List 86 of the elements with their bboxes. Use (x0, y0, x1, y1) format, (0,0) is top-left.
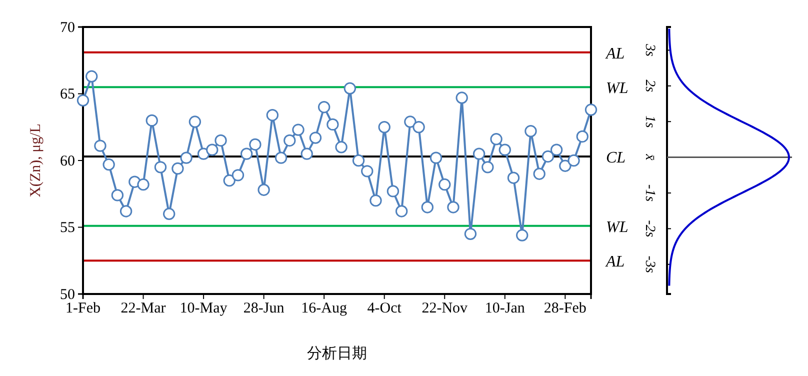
point (146, 114, 158, 127)
point (240, 148, 253, 160)
point (154, 161, 167, 174)
point (86, 70, 98, 82)
point (214, 134, 227, 147)
x-axis-title: 分析日期 (307, 345, 367, 362)
y2-tick-label: 2s (642, 80, 658, 93)
y-tick-label: 65 (60, 86, 75, 103)
point (172, 162, 184, 175)
point (456, 92, 468, 104)
x-tick-label: 4-Oct (367, 300, 402, 317)
ref-line-label: AL (605, 45, 625, 62)
y2-tick-label: 3s (642, 42, 658, 57)
point (533, 168, 546, 180)
x-tick-label: 22-Mar (120, 300, 166, 317)
x-tick-label: 28-Jun (243, 300, 285, 317)
point (309, 132, 322, 144)
point (318, 101, 330, 114)
ref-line-label: WL (606, 80, 628, 98)
point (584, 104, 598, 116)
point (188, 116, 202, 128)
ref-line-label: WL (606, 218, 628, 236)
point (137, 178, 150, 191)
point (490, 133, 502, 146)
x-tick-label: 10-Jan (484, 300, 526, 317)
y2-tick-label: -3s (642, 256, 658, 274)
point (542, 150, 554, 163)
point (344, 82, 356, 94)
point (370, 194, 382, 207)
point (102, 158, 115, 171)
point (163, 208, 176, 220)
y2-tick-label: 1s (642, 115, 658, 128)
point (76, 94, 90, 107)
x-tick-label: 10-May (180, 300, 228, 317)
point (404, 116, 416, 128)
point (524, 125, 537, 138)
point (550, 144, 563, 156)
point (430, 152, 442, 164)
point (258, 184, 270, 196)
point (576, 130, 588, 143)
point (180, 152, 192, 164)
point (447, 201, 460, 214)
point (438, 178, 451, 191)
point (111, 189, 124, 202)
y-tick-label: 70 (60, 20, 75, 36)
point (326, 118, 339, 131)
point (386, 185, 400, 198)
point (284, 134, 296, 147)
point (378, 121, 390, 134)
point (266, 109, 279, 122)
point (352, 154, 365, 167)
point (206, 144, 218, 156)
point (482, 161, 494, 174)
x-tick-label: 1-Feb (66, 300, 100, 317)
point (223, 174, 236, 187)
y2-tick-label: -2s (642, 220, 658, 238)
point (498, 144, 511, 156)
point (249, 138, 262, 151)
point (335, 141, 348, 154)
y-tick-label: 55 (60, 220, 75, 236)
ref-line-label: AL (605, 254, 625, 271)
point (472, 148, 486, 160)
point (292, 124, 304, 136)
point (361, 165, 374, 178)
point (464, 228, 477, 240)
point (412, 121, 425, 134)
x-tick-label: 22-Nov (422, 300, 468, 317)
ref-line-label: CL (606, 149, 626, 166)
x-tick-label: 28-Feb (544, 300, 586, 317)
point (559, 160, 572, 172)
point (516, 229, 528, 242)
point (120, 205, 132, 218)
y-tick-label: 50 (60, 286, 75, 303)
y-tick-label: 60 (60, 153, 75, 170)
point (421, 201, 434, 214)
y2-tick-label: x̄ (642, 153, 658, 162)
y2-tick-label: -1s (642, 184, 658, 202)
x-tick-label: 16-Aug (301, 300, 348, 317)
point (274, 152, 288, 164)
point (232, 169, 244, 182)
point (568, 154, 580, 167)
point (507, 172, 520, 184)
point (300, 148, 313, 160)
y-axis-title: X(Zn), μg/L (28, 124, 44, 198)
point (395, 205, 408, 218)
point (94, 140, 106, 152)
